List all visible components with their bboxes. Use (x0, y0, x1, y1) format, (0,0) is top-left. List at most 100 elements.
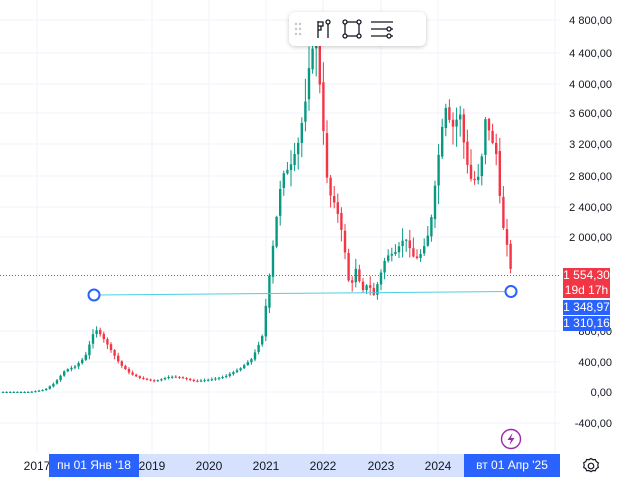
candle-body (120, 361, 123, 366)
candle-body (451, 119, 455, 127)
current-price-label: 1 554,30 (563, 268, 610, 283)
candle-body (466, 141, 469, 165)
time-axis: 20172019202020212022202320242 (24, 459, 559, 473)
price-tick: 4 400,00 (569, 48, 612, 60)
candle-body (304, 101, 307, 122)
candle-body (268, 275, 271, 308)
candle-body (142, 377, 145, 379)
candle-body (426, 235, 429, 246)
flag-icon[interactable] (307, 14, 337, 44)
candle-body (433, 185, 437, 220)
candle-body (509, 243, 512, 269)
candle-body (505, 229, 509, 245)
candle-body (491, 130, 494, 143)
candle-body (84, 354, 87, 360)
rectangle-select-icon[interactable] (337, 14, 367, 44)
candle-body (48, 386, 51, 389)
candle-body (91, 334, 95, 344)
price-tick: 4 800,00 (569, 15, 612, 27)
candle-body (45, 388, 48, 391)
settings-lines-icon[interactable] (367, 14, 397, 44)
candle-body (156, 380, 159, 382)
candle-body (372, 287, 375, 295)
candle-body (340, 213, 343, 230)
candle-body (235, 370, 239, 373)
time-tick: 2017 (24, 459, 51, 473)
candle-body (70, 367, 73, 370)
time-tick: 2019 (139, 459, 166, 473)
candle-body (88, 344, 91, 356)
candle-body (354, 268, 357, 283)
candle-body (415, 256, 419, 259)
candle-body (243, 365, 246, 369)
candle-body (228, 374, 231, 376)
candle-body (9, 392, 12, 393)
candle-body (30, 391, 33, 393)
price-tick: 2 400,00 (569, 202, 612, 214)
candle-body (325, 133, 329, 178)
candle-body (444, 107, 447, 128)
candle-body (203, 380, 206, 382)
trend-line-end-handle[interactable] (504, 285, 518, 298)
settings-gear-icon[interactable] (581, 456, 601, 476)
candle-body (37, 390, 41, 392)
time-tick: 2022 (310, 459, 337, 473)
candle-body (232, 372, 235, 375)
candle-body (495, 142, 498, 155)
candle-body (286, 169, 289, 174)
candle-body (264, 305, 267, 337)
candle-body (271, 245, 275, 277)
candle-body (225, 375, 228, 377)
candle-body (455, 119, 458, 127)
candle-body (336, 202, 339, 214)
time-tick: 2020 (196, 459, 223, 473)
candle-body (275, 216, 278, 247)
candle-body (167, 376, 170, 379)
candle-body (376, 284, 379, 295)
candle-body (19, 392, 23, 393)
candle-body (102, 334, 105, 339)
candle-body (459, 114, 462, 120)
candle-body (63, 371, 66, 376)
candle-body (250, 359, 253, 363)
time-range-highlight (49, 454, 560, 477)
candle-body (41, 390, 44, 392)
candle-body (419, 254, 422, 258)
candle-body (261, 336, 264, 345)
time-tick: 2023 (368, 459, 395, 473)
candle-body (1, 392, 5, 393)
candle-body (138, 376, 141, 378)
candle-body (487, 118, 491, 131)
candle-body (480, 156, 483, 177)
line-start-date-label: пн 01 Янв '18 (49, 454, 139, 477)
candle-body (185, 378, 188, 380)
candle-body (361, 281, 365, 290)
trend-line-start-handle[interactable] (87, 288, 101, 302)
candle-body (423, 246, 426, 254)
candle-body (189, 378, 192, 380)
candle-body (297, 142, 300, 155)
candle-body (358, 269, 361, 282)
candle-body (484, 119, 487, 155)
candle-body (401, 240, 404, 247)
price-tick: -400,00 (575, 418, 612, 430)
time-tick: 2021 (253, 459, 280, 473)
candle-body (174, 376, 177, 378)
candle-body (12, 392, 15, 393)
candle-body (171, 376, 174, 378)
candle-body (293, 153, 296, 166)
candle-body (387, 255, 390, 261)
candle-body (153, 380, 156, 382)
drawing-toolbar (289, 12, 426, 46)
candle-body (124, 365, 127, 370)
candle-body (127, 368, 131, 373)
candle-body (412, 248, 415, 257)
candle-body (106, 339, 109, 345)
grip-icon[interactable] (289, 14, 307, 44)
candle-body (178, 376, 181, 378)
candle-body (145, 378, 149, 380)
trend-line[interactable] (93, 291, 512, 296)
candle-body (473, 178, 476, 181)
lightning-icon[interactable] (500, 428, 522, 450)
